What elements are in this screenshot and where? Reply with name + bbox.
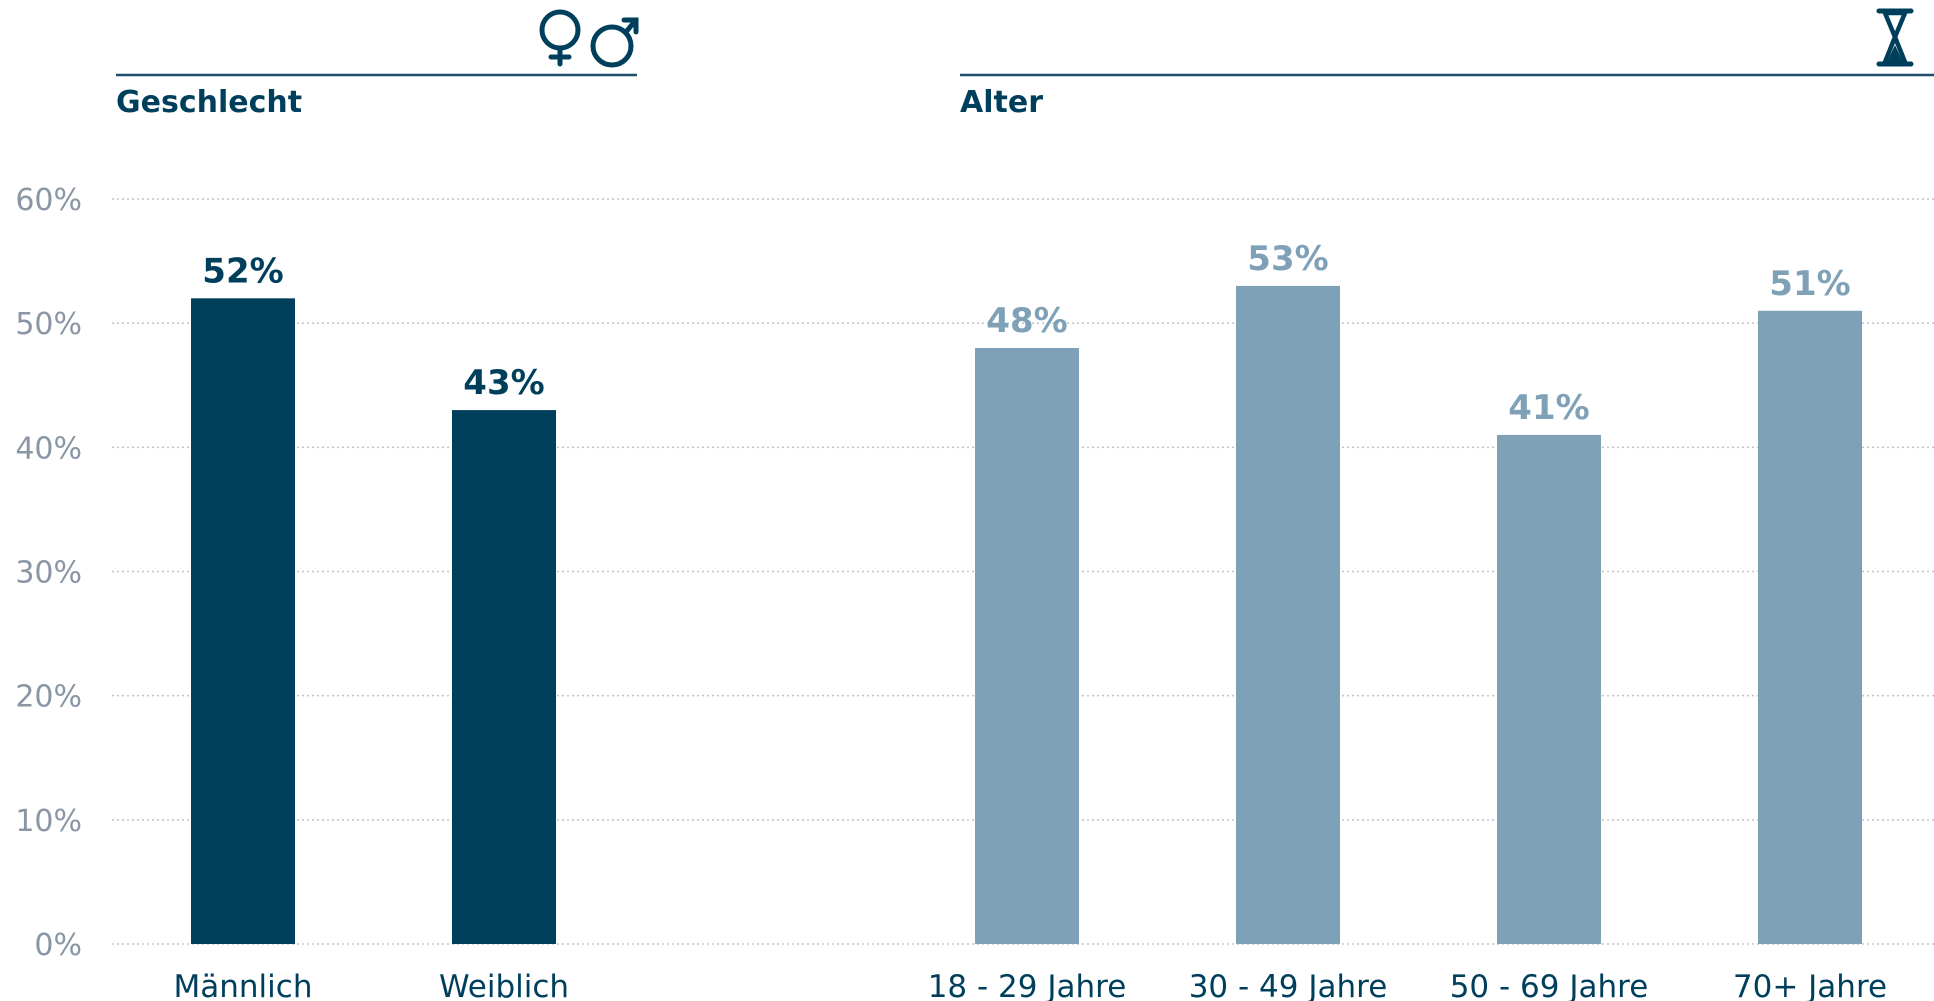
y-tick-label: 30% <box>15 556 82 591</box>
y-tick-label: 0% <box>34 928 82 963</box>
data-label: 53% <box>1247 239 1328 279</box>
gender-panel-title: Geschlecht <box>116 85 302 120</box>
bar <box>452 410 556 944</box>
x-tick-label: 30 - 49 Jahre <box>1189 969 1388 1001</box>
age-panel-title: Alter <box>960 85 1043 120</box>
bars: 52% Männlich 43% Weiblich 48% 18 - 29 Jahre 53… <box>174 239 1888 1001</box>
data-label: 48% <box>986 301 1067 341</box>
y-tick-label: 10% <box>15 804 82 839</box>
x-tick-label: Weiblich <box>439 969 569 1001</box>
bar <box>1497 434 1601 944</box>
y-tick-label: 40% <box>15 431 82 466</box>
y-tick-label: 20% <box>15 680 82 715</box>
x-tick-label: 18 - 29 Jahre <box>928 969 1127 1001</box>
bar <box>975 348 1079 944</box>
data-label: 41% <box>1508 388 1589 428</box>
x-tick-label: 70+ Jahre <box>1733 969 1887 1001</box>
data-label: 52% <box>202 251 283 291</box>
y-tick-label: 50% <box>15 307 82 342</box>
y-tick-label: 60% <box>15 183 82 218</box>
y-axis-ticks: 0% 10% 20% 30% 40% 50% 60% <box>15 183 82 963</box>
bar <box>1236 285 1340 945</box>
data-label: 43% <box>463 363 544 403</box>
bar <box>1758 310 1862 944</box>
hourglass-icon <box>1876 8 1914 67</box>
x-tick-label: Männlich <box>174 969 313 1001</box>
female-male-symbols-icon <box>539 9 639 68</box>
data-label: 51% <box>1769 264 1850 304</box>
x-tick-label: 50 - 69 Jahre <box>1450 969 1649 1001</box>
bar <box>191 298 295 944</box>
